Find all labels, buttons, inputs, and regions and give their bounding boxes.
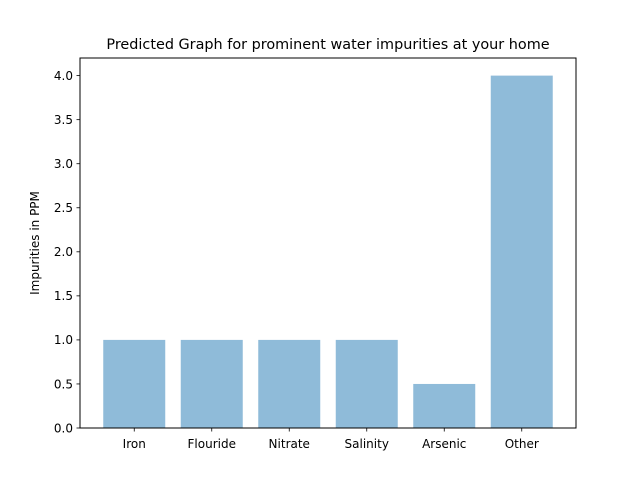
y-axis-label: Impurities in PPM (28, 191, 42, 295)
x-tick-label: Iron (123, 437, 146, 451)
bar-nitrate (258, 339, 321, 428)
y-axis: 0.0 0.5 1.0 1.5 2.0 2.5 3.0 3.5 4.0 (54, 69, 80, 435)
y-tick-label: 0.5 (54, 377, 73, 391)
bars-group (103, 75, 553, 428)
y-tick-label: 4.0 (54, 69, 73, 83)
x-tick-label: Flouride (188, 437, 236, 451)
y-tick-label: 0.0 (54, 421, 73, 435)
x-tick-label: Nitrate (269, 437, 310, 451)
x-tick-label: Arsenic (422, 437, 466, 451)
x-tick-label: Other (505, 437, 539, 451)
bar-arsenic (413, 383, 476, 428)
plot-frame (79, 57, 577, 429)
bar-other (490, 75, 553, 428)
x-axis: Iron Flouride Nitrate Salinity Arsenic Other (123, 428, 539, 451)
y-tick-label: 3.0 (54, 157, 73, 171)
y-tick-label: 3.5 (54, 113, 73, 127)
bar-salinity (335, 339, 398, 428)
y-tick-label: 2.5 (54, 201, 73, 215)
y-tick-label: 2.0 (54, 245, 73, 259)
y-tick-label: 1.5 (54, 289, 73, 303)
x-tick-label: Salinity (345, 437, 389, 451)
bar-flouride (180, 339, 243, 428)
y-tick-label: 1.0 (54, 333, 73, 347)
chart-title: Predicted Graph for prominent water impu… (106, 37, 549, 53)
bar-iron (103, 339, 166, 428)
